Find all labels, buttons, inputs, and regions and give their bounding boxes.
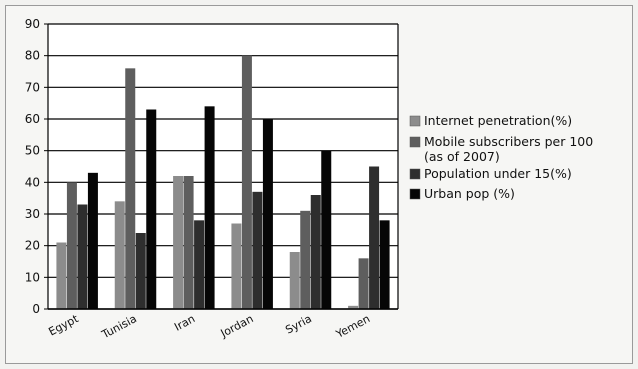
legend-item-1: Internet penetration(%)	[409, 113, 572, 128]
bar-tunisia-series-2	[125, 68, 136, 309]
legend-swatch	[409, 168, 421, 180]
bar-yemen-series-4	[379, 220, 390, 309]
category-label-tunisia: Tunisia	[99, 312, 139, 342]
category-label-iran: Iran	[172, 312, 197, 334]
bar-tunisia-series-4	[146, 109, 157, 309]
bar-yemen-series-2	[358, 258, 369, 309]
legend-label: Urban pop (%)	[424, 186, 515, 201]
y-tick-label: 0	[32, 302, 40, 316]
bar-iran-series-4	[204, 106, 215, 309]
legend-item-4: Urban pop (%)	[409, 186, 515, 201]
plot-area	[48, 24, 398, 309]
y-tick-label: 30	[25, 207, 40, 221]
x-category-labels: Egypt Tunisia Iran Jordan Syria Yemen	[46, 312, 372, 342]
bar-egypt-series-1	[56, 242, 67, 309]
bar-egypt-series-3	[77, 204, 88, 309]
legend-item-3: Population under 15(%)	[409, 166, 572, 181]
category-label-yemen: Yemen	[333, 312, 372, 341]
y-tick-labels: 0 10 20 30 40 50 60 70 80 90	[25, 17, 40, 316]
grid-lines	[48, 23, 398, 310]
legend-label: Internet penetration(%)	[424, 113, 572, 128]
y-tick-label: 20	[25, 239, 40, 253]
legend-swatch	[409, 188, 421, 200]
category-label-jordan: Jordan	[218, 312, 256, 340]
bar-egypt-series-4	[87, 172, 98, 309]
legend-label: Population under 15(%)	[424, 166, 572, 181]
legend-swatch	[409, 136, 421, 148]
y-tick-label: 10	[25, 270, 40, 284]
bar-jordan-series-4	[262, 119, 273, 309]
bar-yemen-series-3	[369, 166, 380, 309]
bar-egypt-series-2	[66, 182, 77, 309]
category-label-syria: Syria	[283, 312, 314, 337]
y-tick-label: 80	[25, 49, 40, 63]
bar-tunisia-series-3	[135, 233, 146, 309]
legend: Internet penetration(%) Mobile subscriber…	[409, 113, 593, 201]
bars-group	[56, 55, 390, 309]
legend-label: Mobile subscribers per 100	[424, 134, 593, 149]
bar-jordan-series-2	[241, 55, 252, 309]
legend-swatch	[409, 115, 421, 127]
bar-syria-series-1	[289, 252, 300, 309]
bar-tunisia-series-1	[114, 201, 125, 309]
bar-syria-series-2	[300, 210, 311, 309]
legend-item-2: Mobile subscribers per 100(as of 2007)	[409, 134, 593, 164]
y-tick-label: 90	[25, 17, 40, 31]
y-tick-label: 60	[25, 112, 40, 126]
bar-jordan-series-1	[231, 223, 242, 309]
axes	[44, 23, 399, 310]
bar-iran-series-1	[173, 176, 184, 309]
bar-jordan-series-3	[252, 191, 263, 309]
bar-iran-series-2	[183, 176, 194, 309]
category-label-egypt: Egypt	[46, 312, 81, 339]
y-tick-label: 40	[25, 175, 40, 189]
bar-yemen-series-1	[348, 305, 359, 309]
bar-iran-series-3	[194, 220, 205, 309]
bar-syria-series-4	[321, 150, 332, 309]
bar-syria-series-3	[310, 195, 321, 309]
y-tick-label: 50	[25, 144, 40, 158]
legend-label: (as of 2007)	[424, 149, 500, 164]
y-tick-label: 70	[25, 80, 40, 94]
